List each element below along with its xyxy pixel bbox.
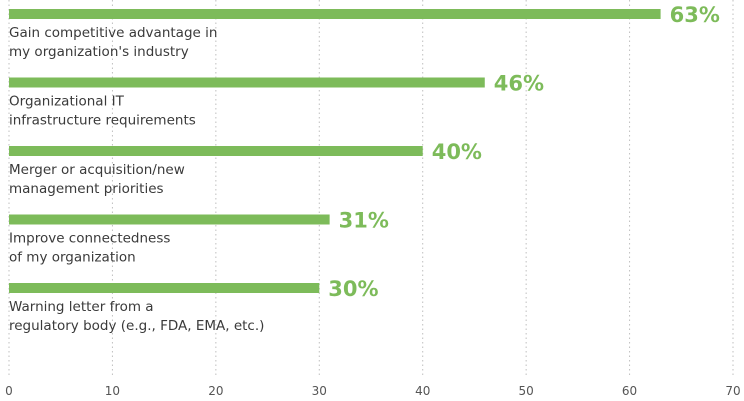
bars	[9, 9, 661, 293]
value-label: 46%	[494, 72, 544, 96]
category-label: management priorities	[9, 181, 164, 197]
value-label: 31%	[339, 209, 389, 233]
x-tick-label: 10	[105, 384, 120, 398]
value-label: 63%	[670, 3, 720, 27]
x-tick-label: 70	[725, 384, 740, 398]
x-tick-label: 0	[5, 384, 13, 398]
x-tick-label: 20	[208, 384, 223, 398]
x-tick-label: 50	[519, 384, 534, 398]
value-label: 30%	[328, 277, 378, 301]
category-labels: Gain competitive advantage in my organiza…	[9, 25, 264, 334]
category-label: Organizational IT	[9, 94, 125, 110]
category-label: my organization's industry	[9, 44, 189, 60]
x-tick-label: 30	[312, 384, 327, 398]
category-label: Gain competitive advantage in	[9, 25, 217, 41]
category-label: regulatory body (e.g., FDA, EMA, etc.)	[9, 318, 264, 334]
x-tick-label: 60	[622, 384, 637, 398]
category-label: infrastructure requirements	[9, 113, 196, 129]
category-label: Warning letter from a	[9, 299, 154, 315]
grid-lines	[8, 0, 734, 378]
bar	[9, 283, 320, 293]
value-label: 40%	[432, 140, 482, 164]
bar	[9, 146, 423, 156]
category-label: Merger or acquisition/new	[9, 162, 185, 178]
value-labels: 63% 46% 40% 31% 30%	[328, 3, 720, 301]
bar	[9, 214, 330, 225]
bar	[9, 9, 661, 19]
category-label: of my organization	[9, 250, 136, 266]
x-axis-ticks: 0 10 20 30 40 50 60 70	[5, 384, 740, 398]
category-label: Improve connectedness	[9, 231, 170, 247]
bar	[9, 77, 485, 88]
x-tick-label: 40	[415, 384, 430, 398]
